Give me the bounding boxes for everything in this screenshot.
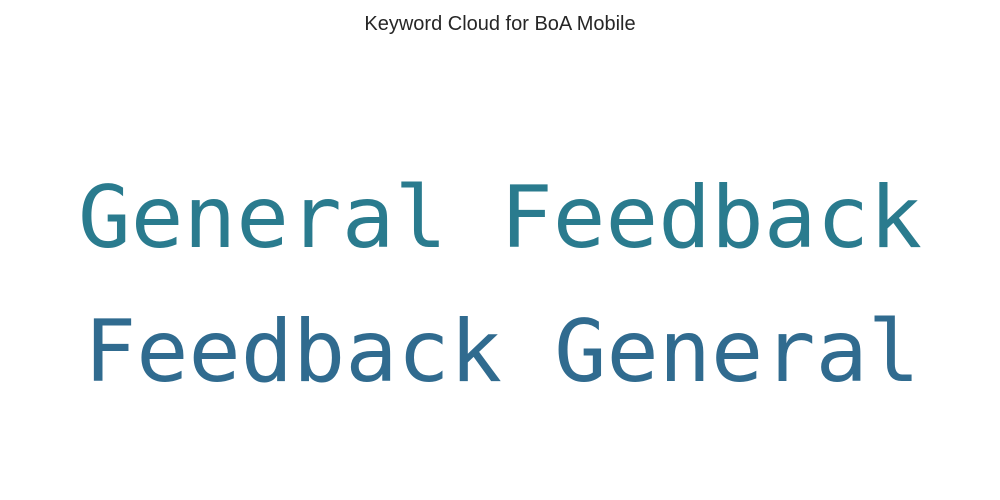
word-1: Feedback General [84,302,920,402]
word-0: General Feedback [78,168,922,268]
chart-title: Keyword Cloud for BoA Mobile [364,13,636,35]
